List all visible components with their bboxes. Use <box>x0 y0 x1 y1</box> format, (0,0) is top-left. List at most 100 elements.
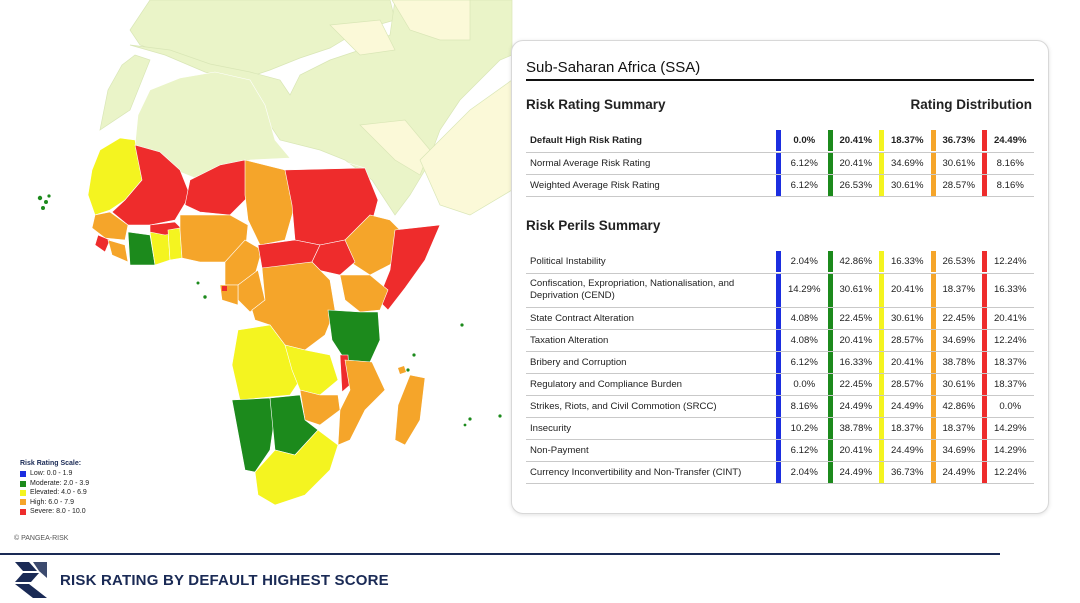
distribution-cell-moderate: 30.61% <box>827 273 879 308</box>
country-uganda-kenya <box>339 274 389 313</box>
peril-row: Regulatory and Compliance Burden 0.0% 22.4… <box>526 373 1034 396</box>
legend-label-low: Low: 0.0 - 1.9 <box>30 470 73 478</box>
distribution-cell-low: 4.08% <box>776 307 828 330</box>
country-zimbabwe <box>299 389 341 426</box>
distribution-cell-low: 2.04% <box>776 251 828 274</box>
level-color-bar-high <box>930 461 936 483</box>
level-color-bar-severe <box>982 130 987 152</box>
island-red <box>222 286 227 291</box>
level-color-bar-moderate <box>827 329 833 351</box>
distribution-cell-low: 14.29% <box>776 273 828 308</box>
distribution-cell-severe: 18.37% <box>982 351 1034 374</box>
distribution-cell-low: 10.2% <box>776 417 828 440</box>
country-angola <box>231 324 301 401</box>
peril-row: State Contract Alteration 4.08% 22.45% 30.6… <box>526 307 1034 330</box>
distribution-value-severe: 8.16% <box>996 179 1024 191</box>
distribution-value-high: 18.37% <box>942 284 976 295</box>
level-color-bar-low <box>776 417 781 439</box>
level-color-bar-low <box>776 373 781 395</box>
distribution-value-elevated: 30.61% <box>890 312 924 324</box>
legend-item-moderate: Moderate: 2.0 - 3.9 <box>20 479 89 488</box>
peril-row: Bribery and Corruption 6.12% 16.33% 20.41% 3… <box>526 351 1034 374</box>
distribution-cell-severe: 14.29% <box>982 439 1034 462</box>
distribution-cell-low: 6.12% <box>776 351 828 374</box>
distribution-value-low: 6.12% <box>790 444 818 456</box>
level-color-bar-high <box>930 417 936 439</box>
level-color-bar-severe <box>982 174 987 196</box>
distribution-value-moderate: 30.61% <box>839 284 873 295</box>
peril-row-label: Strikes, Riots, and Civil Commotion (SRC… <box>526 395 776 418</box>
legend-swatch-elevated <box>20 489 26 496</box>
distribution-value-moderate: 22.45% <box>839 378 873 390</box>
distribution-value-high: 28.57% <box>942 179 976 191</box>
level-color-bar-high <box>930 152 936 174</box>
country-madagascar <box>394 374 426 446</box>
level-color-bar-moderate <box>827 373 833 395</box>
distribution-value-moderate: 26.53% <box>839 179 873 191</box>
legend-item-elevated: Elevated: 4.0 - 6.9 <box>20 488 89 497</box>
level-color-bar-moderate <box>827 417 833 439</box>
distribution-value-low: 4.08% <box>790 312 818 324</box>
peril-row-label: Political Instability <box>526 251 776 274</box>
distribution-cell-severe: 12.24% <box>982 251 1034 274</box>
summary-row-label: Weighted Average Risk Rating <box>526 174 776 197</box>
distribution-cell-elevated: 18.37% <box>879 417 931 440</box>
distribution-value-elevated: 36.73% <box>890 466 924 478</box>
distribution-cell-severe: 14.29% <box>982 417 1034 440</box>
region-title: Sub-Saharan Africa (SSA) <box>526 59 1034 81</box>
distribution-value-low: 2.04% <box>790 466 818 478</box>
level-color-bar-moderate <box>827 351 833 373</box>
distribution-cell-moderate: 20.41% <box>827 329 879 352</box>
distribution-value-high: 38.78% <box>942 356 976 368</box>
distribution-cell-high: 30.61% <box>930 373 982 396</box>
distribution-value-severe: 12.24% <box>993 334 1027 346</box>
distribution-value-elevated: 18.37% <box>890 422 924 434</box>
level-color-bar-low <box>776 439 781 461</box>
level-color-bar-moderate <box>827 461 833 483</box>
level-color-bar-elevated <box>879 307 884 329</box>
pangea-logo-icon <box>15 562 47 598</box>
peril-row: Insecurity 10.2% 38.78% 18.37% 18.37% 14.29% <box>526 417 1034 440</box>
summary-row-label: Default High Risk Rating <box>526 130 776 153</box>
distribution-value-severe: 12.24% <box>993 256 1027 268</box>
distribution-cell-severe: 16.33% <box>982 273 1034 308</box>
distribution-value-low: 10.2% <box>790 422 818 434</box>
distribution-cell-low: 2.04% <box>776 461 828 484</box>
distribution-cell-severe: 24.49% <box>982 130 1034 153</box>
level-color-bar-low <box>776 395 781 417</box>
country-sierra-leone <box>94 234 111 253</box>
distribution-value-elevated: 16.33% <box>890 256 924 268</box>
distribution-value-high: 22.45% <box>942 312 976 324</box>
distribution-cell-low: 0.0% <box>776 373 828 396</box>
risk-perils-table: Political Instability 2.04% 42.86% 16.33% 26… <box>526 251 1034 484</box>
legend-swatch-low <box>20 471 26 478</box>
distribution-value-severe: 0.0% <box>999 400 1022 412</box>
distribution-value-elevated: 24.49% <box>890 400 924 412</box>
level-color-bar-high <box>930 251 936 273</box>
level-color-bar-moderate <box>827 130 833 152</box>
distribution-cell-elevated: 24.49% <box>879 439 931 462</box>
peril-row: Taxation Alteration 4.08% 20.41% 28.57% 34.6… <box>526 329 1034 352</box>
level-color-bar-high <box>930 273 936 307</box>
distribution-cell-severe: 0.0% <box>982 395 1034 418</box>
distribution-value-elevated: 18.37% <box>890 135 924 147</box>
rating-distribution-title: Rating Distribution <box>910 97 1033 112</box>
distribution-cell-severe: 8.16% <box>982 174 1034 197</box>
distribution-value-moderate: 22.45% <box>839 312 873 324</box>
distribution-value-moderate: 16.33% <box>839 356 873 368</box>
distribution-cell-moderate: 24.49% <box>827 461 879 484</box>
distribution-value-severe: 18.37% <box>993 356 1027 368</box>
distribution-value-severe: 12.24% <box>993 466 1027 478</box>
risk-rating-summary-table: Default High Risk Rating 0.0% 20.41% 18.37%… <box>526 130 1034 197</box>
level-color-bar-elevated <box>879 152 884 174</box>
level-color-bar-elevated <box>879 273 884 307</box>
risk-scale-legend: Risk Rating Scale: Low: 0.0 - 1.9 Modera… <box>20 459 89 516</box>
distribution-cell-low: 6.12% <box>776 439 828 462</box>
level-color-bar-moderate <box>827 439 833 461</box>
level-color-bar-moderate <box>827 152 833 174</box>
peril-row-label: Taxation Alteration <box>526 329 776 352</box>
distribution-value-elevated: 24.49% <box>890 444 924 456</box>
distribution-cell-moderate: 38.78% <box>827 417 879 440</box>
distribution-cell-high: 24.49% <box>930 461 982 484</box>
level-color-bar-high <box>930 174 936 196</box>
